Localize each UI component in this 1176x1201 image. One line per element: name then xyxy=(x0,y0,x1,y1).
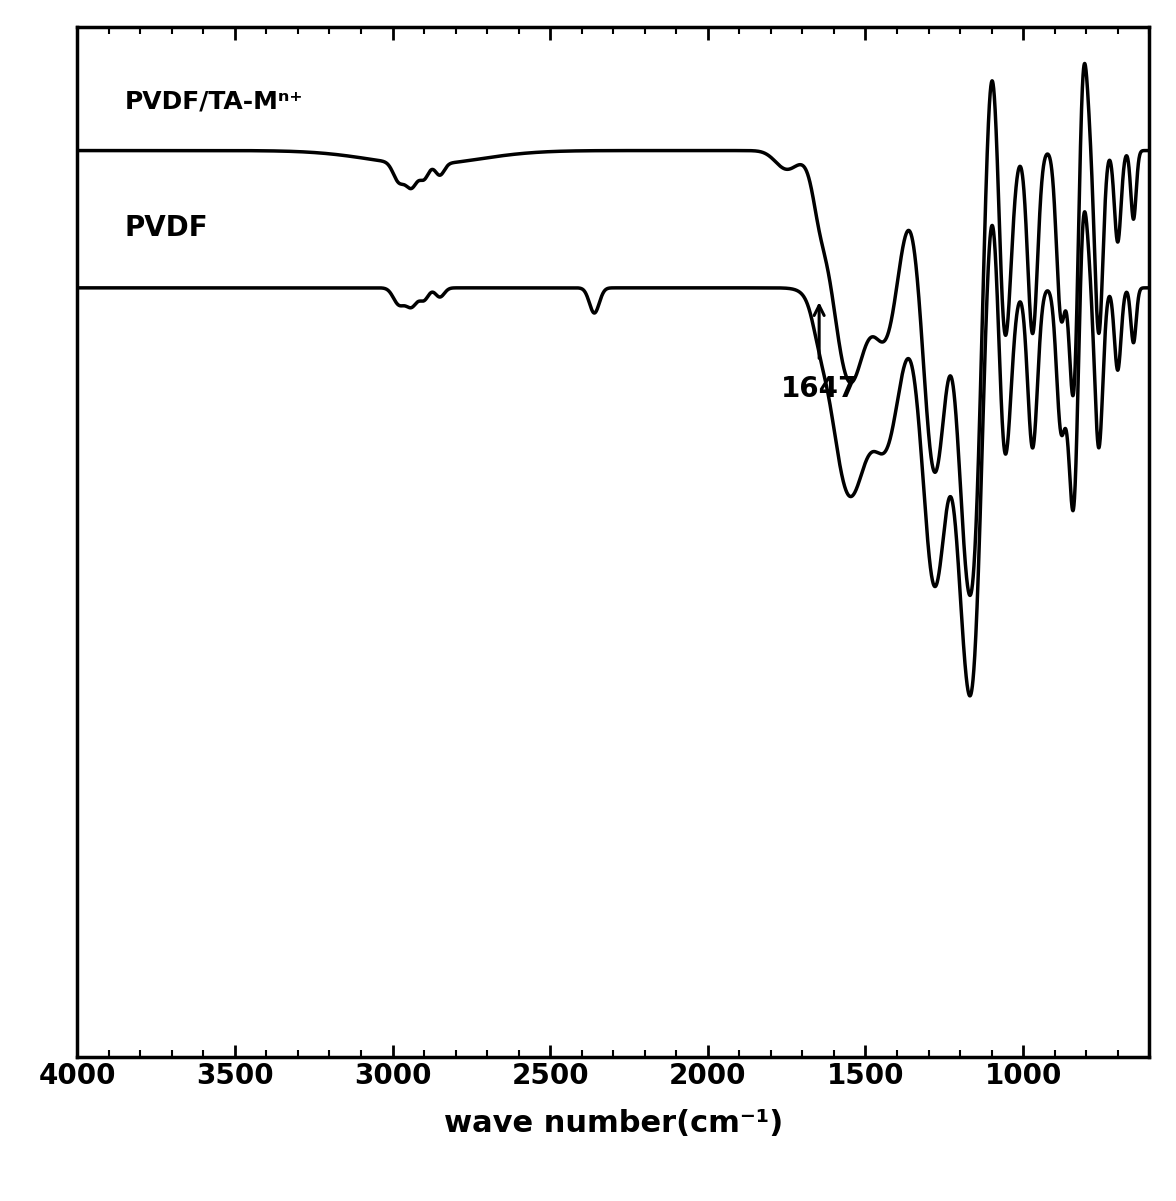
Text: PVDF/TA-Mⁿ⁺: PVDF/TA-Mⁿ⁺ xyxy=(125,90,303,114)
X-axis label: wave number(cm⁻¹): wave number(cm⁻¹) xyxy=(443,1109,783,1139)
Text: PVDF: PVDF xyxy=(125,214,208,243)
Text: 1647: 1647 xyxy=(781,375,857,402)
